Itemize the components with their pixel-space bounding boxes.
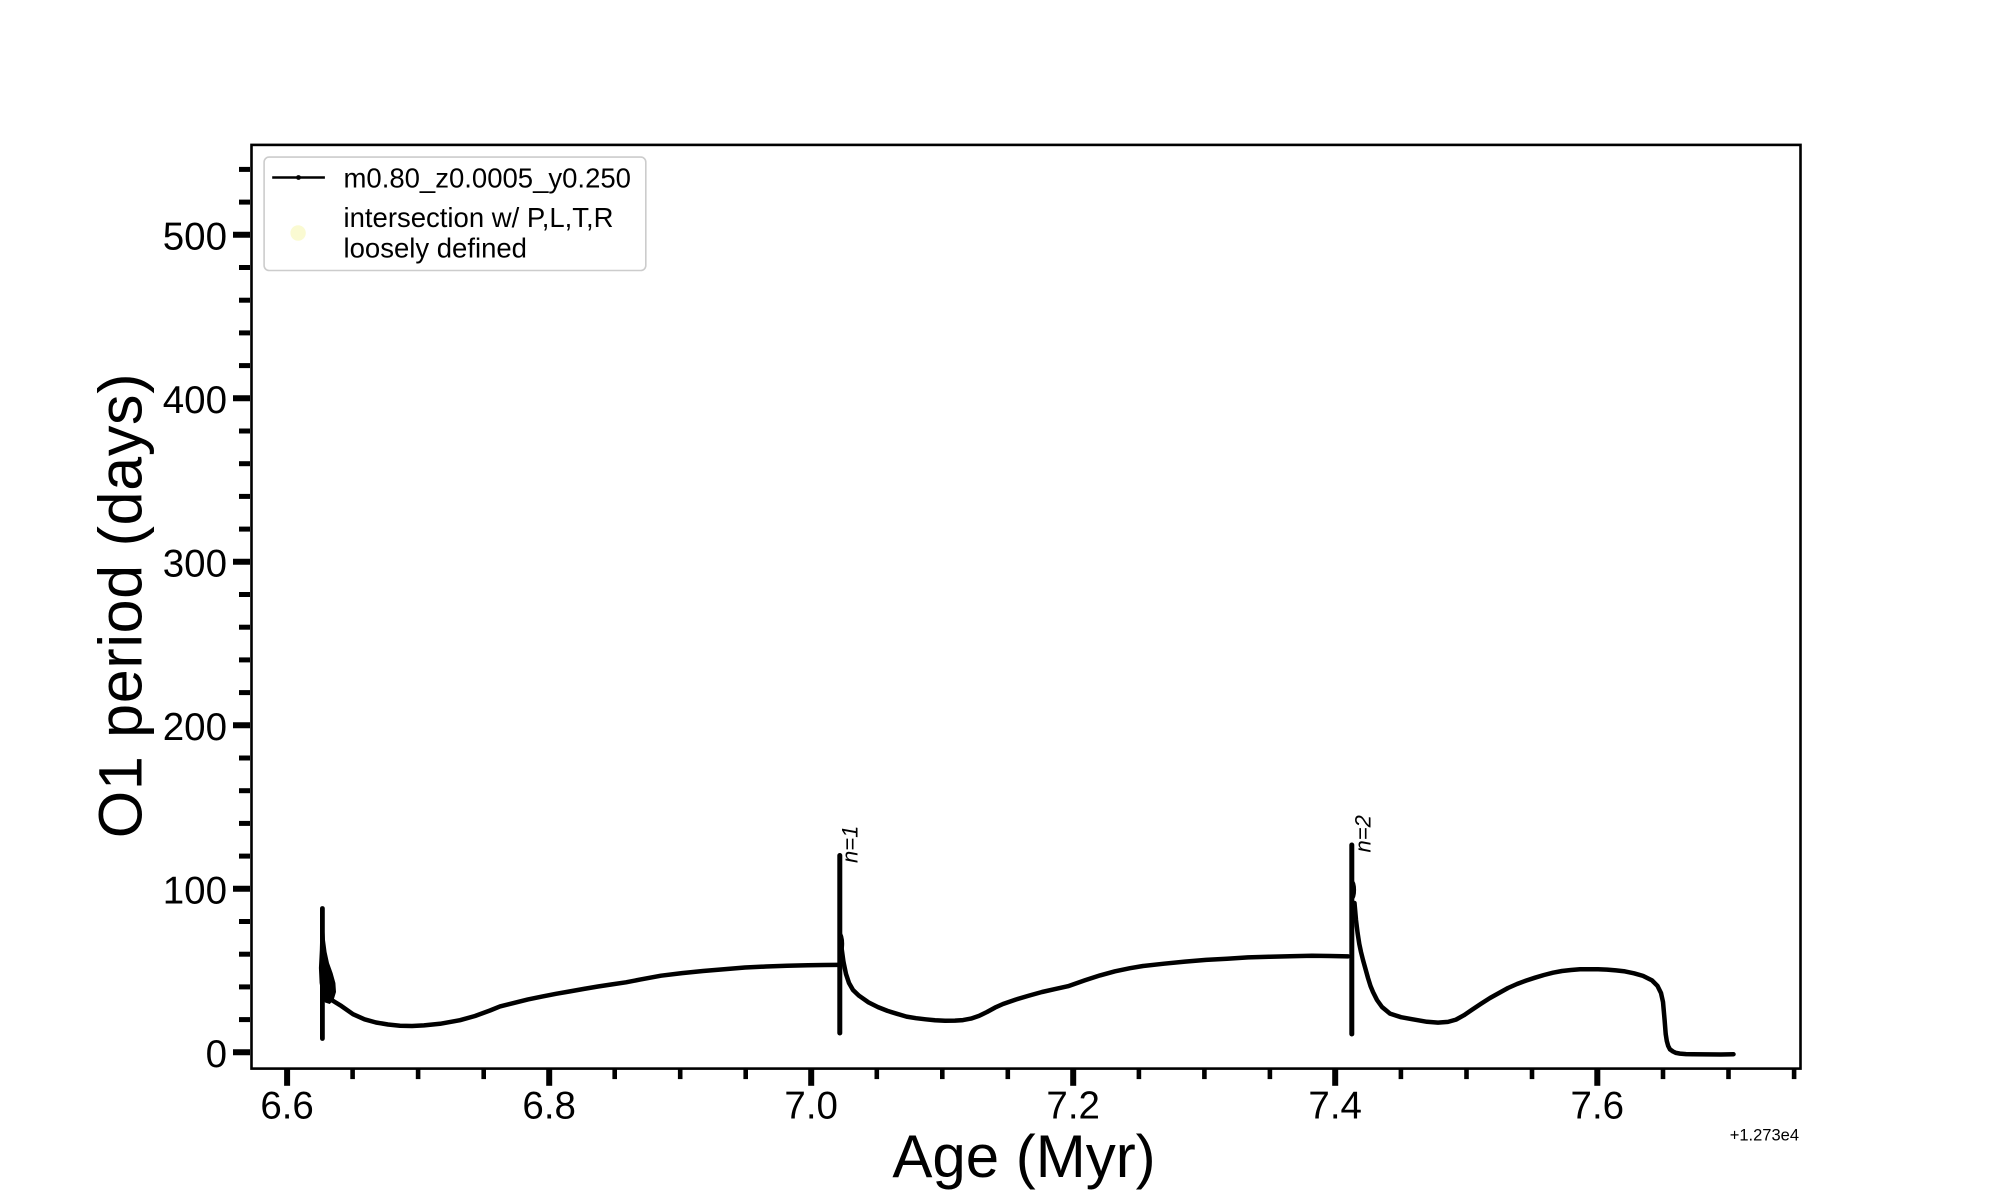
svg-text:6.8: 6.8 (522, 1085, 576, 1128)
svg-text:7.6: 7.6 (1571, 1085, 1625, 1128)
svg-text:200: 200 (163, 706, 227, 749)
svg-text:7.2: 7.2 (1046, 1085, 1100, 1128)
svg-text:6.6: 6.6 (260, 1085, 314, 1128)
svg-text:7.0: 7.0 (784, 1085, 838, 1128)
svg-text:300: 300 (163, 542, 227, 585)
svg-text:Age (Myr): Age (Myr) (892, 1123, 1155, 1190)
svg-text:O1 period (days): O1 period (days) (87, 373, 155, 839)
svg-text:m0.80_z0.0005_y0.250: m0.80_z0.0005_y0.250 (344, 163, 631, 194)
svg-text:400: 400 (163, 379, 227, 422)
svg-text:n=2: n=2 (1351, 815, 1376, 852)
svg-text:intersection w/ P,L,T,R: intersection w/ P,L,T,R (344, 202, 614, 233)
svg-text:0: 0 (206, 1033, 227, 1076)
svg-text:+1.273e4: +1.273e4 (1730, 1127, 1799, 1145)
svg-text:loosely defined: loosely defined (344, 232, 527, 263)
svg-text:n=1: n=1 (838, 826, 863, 863)
svg-text:500: 500 (163, 215, 227, 258)
svg-text:100: 100 (163, 869, 227, 912)
svg-text:7.4: 7.4 (1308, 1085, 1362, 1128)
